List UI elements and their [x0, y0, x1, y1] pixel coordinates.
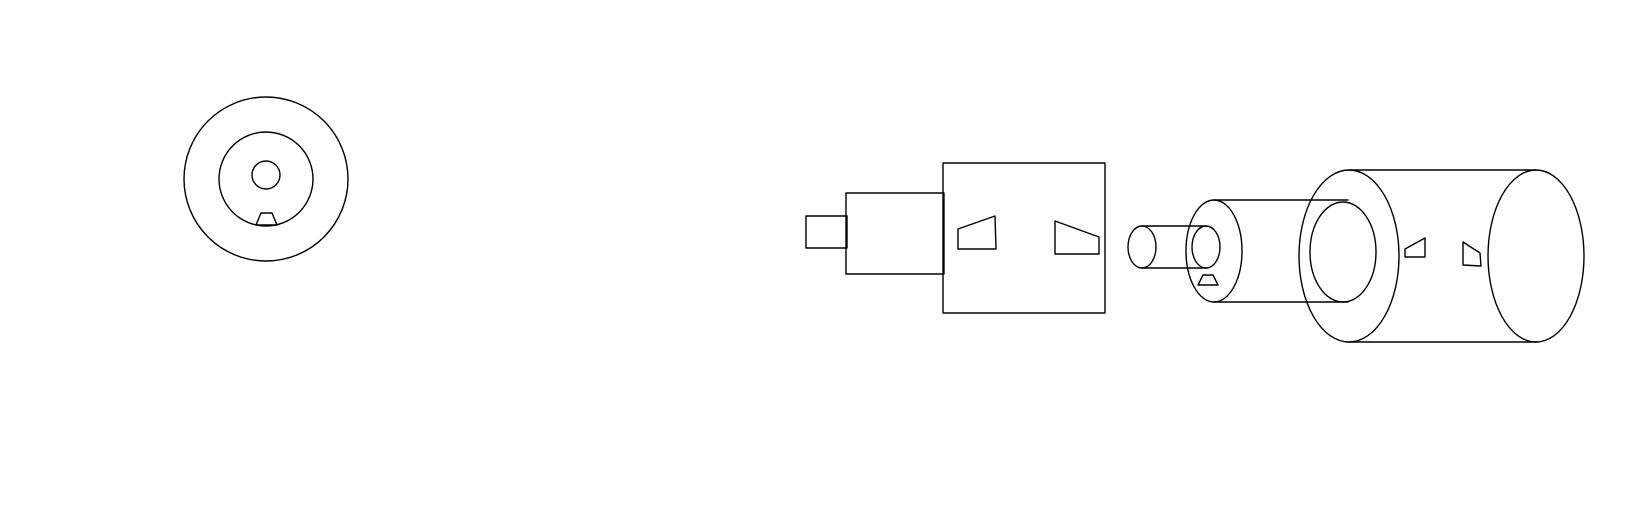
- bushing: [1185, 199, 1349, 303]
- end-view: [183, 96, 349, 262]
- end-view-inner-ring: [218, 131, 314, 227]
- pin: [1127, 225, 1221, 269]
- sleeve-front-face: [1298, 169, 1400, 343]
- sleeve-slot-right: [1462, 241, 1482, 267]
- end-view-key-notch: [255, 212, 278, 226]
- hub-block: [942, 162, 1106, 314]
- end-view-center-hole: [251, 160, 281, 190]
- end-view-outer-ring: [183, 96, 349, 262]
- hub-slot-right: [1054, 220, 1100, 255]
- sleeve: [1298, 169, 1585, 343]
- sleeve-back-face: [1487, 169, 1585, 343]
- bushing-key-notch: [1197, 274, 1219, 286]
- pin-front-face: [1191, 225, 1221, 269]
- sleeve-bore: [1309, 201, 1377, 303]
- side-view: [805, 162, 1585, 343]
- hub-slot-left: [957, 215, 997, 250]
- bushing-front-face: [1185, 199, 1243, 303]
- shaft-collar: [845, 192, 945, 275]
- sleeve-slot-left: [1404, 237, 1426, 258]
- shaft-tip: [805, 215, 848, 249]
